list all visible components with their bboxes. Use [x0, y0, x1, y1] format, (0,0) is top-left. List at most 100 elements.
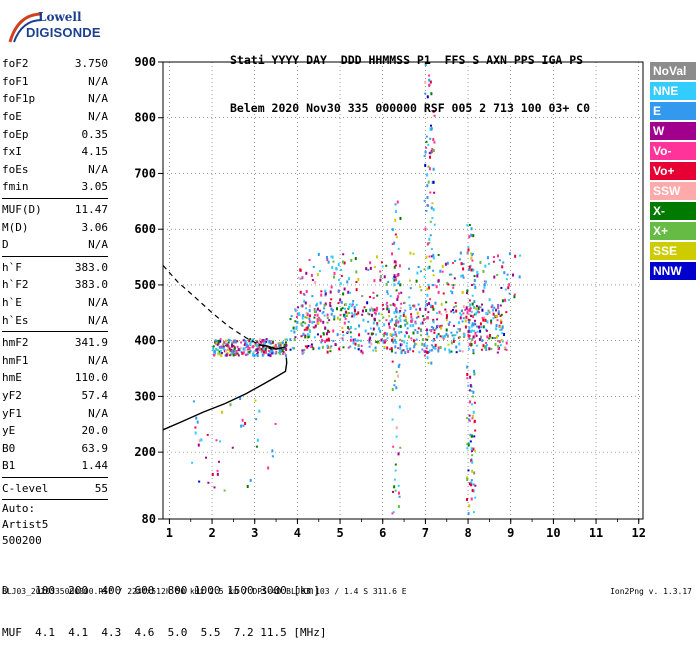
echo-point: [385, 319, 388, 322]
echo-point: [428, 167, 431, 171]
echo-point: [392, 333, 395, 336]
param-value: 57.4: [81, 388, 109, 402]
echo-point: [475, 344, 478, 347]
echo-point: [226, 352, 229, 355]
echo-point: [466, 251, 469, 255]
echo-point: [395, 319, 398, 323]
echo-point: [424, 150, 427, 154]
echo-point: [393, 478, 396, 481]
echo-point: [482, 325, 485, 329]
echo-point: [431, 326, 434, 329]
echo-point: [299, 290, 302, 294]
echo-point: [446, 334, 449, 338]
echo-point: [492, 312, 495, 316]
echo-point: [472, 335, 475, 339]
echo-point: [450, 341, 453, 345]
echo-point: [478, 325, 481, 329]
param-value: 1.44: [81, 459, 109, 473]
echo-point: [448, 350, 451, 354]
echo-point: [386, 290, 389, 294]
echo-point: [497, 312, 500, 316]
echo-point: [406, 347, 409, 351]
echo-point: [318, 270, 321, 273]
echo-point: [468, 308, 471, 312]
echo-point: [312, 265, 315, 268]
echo-point: [459, 312, 462, 315]
echo-point: [405, 332, 408, 335]
echo-point: [405, 342, 408, 345]
param-row: hmE 110.0: [2, 369, 108, 387]
echo-point: [324, 326, 327, 330]
echo-point: [427, 361, 430, 364]
echo-point: [462, 312, 465, 315]
echo-point: [264, 340, 267, 343]
echo-point: [426, 184, 429, 188]
echo-point: [306, 345, 309, 349]
echo-point: [424, 227, 427, 231]
echo-point: [341, 331, 344, 334]
echo-point: [354, 338, 357, 341]
echo-point: [259, 338, 262, 341]
echo-point: [307, 333, 310, 337]
param-row: foEp 0.35: [2, 125, 108, 143]
echo-point: [228, 354, 231, 357]
echo-point: [470, 459, 473, 463]
echo-point: [403, 340, 406, 344]
traces: [162, 265, 288, 431]
echo-point: [425, 347, 428, 350]
echo-point: [346, 330, 349, 333]
echo-point: [204, 456, 207, 459]
echo-point: [355, 303, 358, 306]
echo-point: [333, 271, 336, 275]
echo-point: [347, 290, 350, 294]
echo-point: [227, 338, 230, 341]
y-tick-label: 600: [134, 222, 156, 236]
echo-point: [472, 283, 475, 286]
echo-point: [224, 339, 227, 343]
echo-point: [479, 329, 482, 333]
echo-point: [337, 263, 340, 267]
echo-point: [393, 283, 396, 287]
echo-point: [364, 329, 367, 333]
echo-point: [473, 322, 476, 325]
legend-x-: X+: [650, 222, 696, 240]
echo-point: [466, 377, 469, 380]
echo-point: [340, 308, 343, 312]
echo-point: [501, 325, 504, 329]
echo-point: [410, 315, 413, 319]
echo-point: [435, 312, 438, 315]
echo-point: [343, 315, 346, 318]
echo-point: [431, 217, 434, 220]
echo-point: [308, 304, 311, 308]
echo-point: [255, 418, 258, 421]
param-label: fmin: [2, 180, 29, 194]
echo-point: [425, 140, 428, 143]
echo-point: [388, 325, 391, 329]
echo-point: [397, 484, 400, 487]
echo-point: [386, 304, 389, 308]
echo-point: [483, 283, 486, 287]
echo-point: [513, 293, 516, 296]
param-label: hmF1: [2, 353, 29, 367]
echo-point: [399, 315, 402, 318]
param-label: hmF2: [2, 336, 29, 350]
echo-point: [503, 346, 506, 350]
echo-point: [280, 350, 283, 354]
param-row: M(D) 3.06: [2, 218, 108, 236]
echo-point: [505, 311, 508, 314]
echo-point: [390, 349, 393, 353]
echo-point: [471, 259, 474, 262]
echo-point: [478, 337, 481, 341]
echo-point: [495, 327, 498, 331]
echo-point: [489, 336, 492, 339]
echo-point: [339, 298, 342, 302]
echo-point: [262, 350, 265, 354]
echo-point: [425, 209, 428, 212]
echo-point: [223, 341, 226, 345]
echo-point: [460, 274, 463, 278]
echo-point: [462, 317, 465, 320]
echo-point: [341, 260, 344, 264]
param-label: fxI: [2, 145, 22, 159]
echo-point: [380, 261, 383, 264]
echo-point: [458, 349, 461, 352]
